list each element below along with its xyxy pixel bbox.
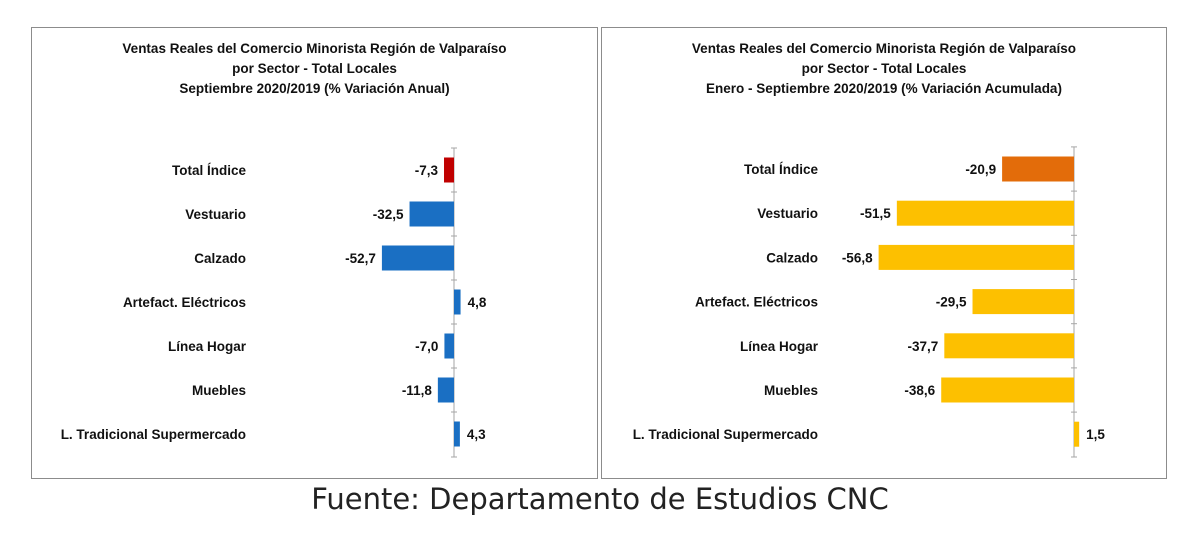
bar-chart-right: -20,9 Total Índice -51,5 Vestuario -56,8 Calz… [633, 146, 1105, 458]
bar [381, 245, 454, 271]
chart-title-line-1: Ventas Reales del Comercio Minorista Reg… [691, 41, 1077, 56]
bar [941, 377, 1074, 403]
data-label: -37,7 [908, 339, 939, 354]
category-label: Muebles [192, 383, 246, 398]
plot-area-right: -20,9 Total Índice -51,5 Vestuario -56,8 Calz… [602, 28, 1166, 478]
data-label: -11,8 [402, 383, 433, 398]
bar [444, 157, 454, 183]
data-label: 4,3 [467, 427, 486, 442]
chart-panel-right: Ventas Reales del Comercio Minorista Reg… [601, 27, 1167, 479]
bar [878, 244, 1074, 270]
bar [454, 421, 460, 447]
data-label: -32,5 [373, 207, 404, 222]
data-label: -51,5 [860, 206, 891, 221]
data-label: -20,9 [965, 162, 996, 177]
bar [1074, 421, 1080, 447]
chart-panel-left: Ventas Reales del Comercio Minorista Reg… [31, 27, 598, 479]
chart-title-line-2: por Sector - Total Locales [232, 61, 397, 76]
data-label: -56,8 [842, 250, 873, 265]
chart-title-right: Ventas Reales del Comercio Minorista Reg… [602, 39, 1166, 99]
bar [944, 333, 1074, 359]
chart-title-left: Ventas Reales del Comercio Minorista Reg… [32, 39, 597, 99]
bar-chart-left: -7,3 Total Índice -32,5 Vestuario -52,7 Calza… [61, 147, 487, 458]
category-label: Línea Hogar [740, 339, 819, 354]
category-label: Línea Hogar [168, 339, 247, 354]
category-label: Total Índice [744, 162, 818, 177]
category-label: Artefact. Eléctricos [123, 295, 246, 310]
data-label: -7,0 [415, 339, 438, 354]
bar [437, 377, 454, 403]
chart-title-line-2: por Sector - Total Locales [801, 61, 967, 76]
bar [444, 333, 454, 359]
category-label: Vestuario [757, 206, 818, 221]
category-label: L. Tradicional Supermercado [633, 427, 818, 442]
category-label: Calzado [194, 251, 246, 266]
bar [454, 289, 461, 315]
bar [409, 201, 454, 227]
bar [972, 289, 1074, 315]
bar [1002, 156, 1074, 182]
bar [896, 200, 1074, 226]
plot-area-left: -7,3 Total Índice -32,5 Vestuario -52,7 Calza… [32, 28, 597, 478]
data-label: 4,8 [468, 295, 487, 310]
chart-title-line-1: Ventas Reales del Comercio Minorista Reg… [122, 41, 507, 56]
data-label: -52,7 [345, 251, 376, 266]
category-label: Total Índice [172, 163, 246, 178]
source-note: Fuente: Departamento de Estudios CNC [311, 482, 889, 516]
category-label: Artefact. Eléctricos [695, 295, 818, 310]
data-label: -7,3 [415, 163, 439, 178]
data-label: 1,5 [1086, 427, 1105, 442]
chart-title-line-3: Enero - Septiembre 2020/2019 (% Variació… [706, 81, 1062, 96]
category-label: L. Tradicional Supermercado [61, 427, 246, 442]
data-label: -38,6 [904, 383, 935, 398]
chart-title-line-3: Septiembre 2020/2019 (% Variación Anual) [179, 81, 450, 96]
category-label: Calzado [766, 250, 818, 265]
category-label: Muebles [764, 383, 818, 398]
category-label: Vestuario [185, 207, 246, 222]
data-label: -29,5 [936, 295, 967, 310]
